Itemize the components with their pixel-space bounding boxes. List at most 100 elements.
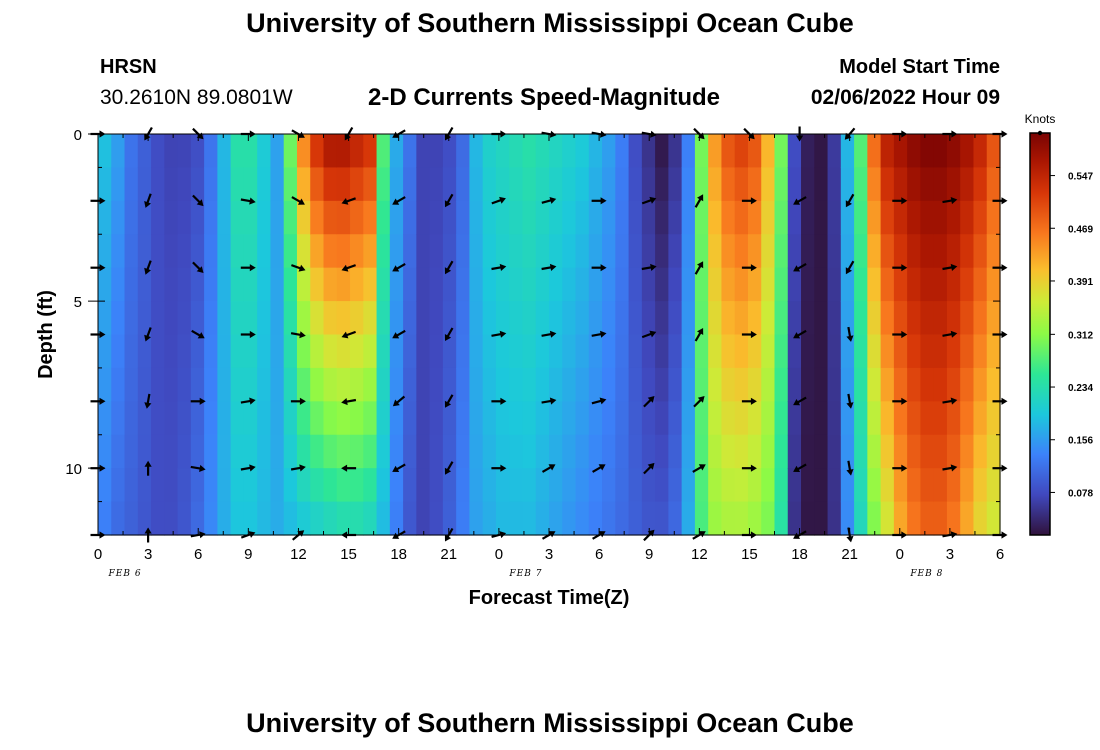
heatmap-cell (694, 134, 709, 169)
current-arrow (444, 461, 454, 475)
heatmap-cell (124, 234, 139, 269)
heatmap-cell (535, 301, 550, 336)
heatmap-cell (694, 334, 709, 369)
current-arrow (392, 530, 406, 539)
heatmap-cell (734, 367, 749, 402)
heatmap-cell (243, 234, 258, 269)
current-arrow (591, 397, 607, 405)
heatmap-cell (456, 167, 471, 202)
chart-subtitle: 2-D Currents Speed-Magnitude (368, 84, 721, 111)
heatmap-cell (350, 501, 364, 536)
heatmap-cell (734, 200, 749, 235)
x-tick-label: 9 (244, 546, 252, 563)
heatmap-cell (257, 501, 272, 536)
heatmap-cell (628, 267, 643, 302)
heatmap-cell (190, 468, 205, 503)
heatmap-cell (973, 367, 988, 402)
heatmap-cell (151, 367, 165, 402)
heatmap-cell (495, 501, 510, 536)
heatmap-cell (655, 334, 669, 369)
heatmap-cell (946, 367, 961, 402)
heatmap-cell (522, 234, 537, 269)
heatmap-cell (204, 267, 218, 302)
x-tick-label: 3 (144, 546, 152, 563)
heatmap-cell (164, 267, 179, 302)
current-arrow (692, 464, 706, 473)
heatmap-cell (204, 401, 218, 436)
current-arrow (444, 527, 454, 542)
heatmap-cell (204, 167, 218, 202)
date-label: FEB 8 (909, 569, 943, 579)
heatmap-cell (376, 434, 391, 469)
heatmap-cell (920, 367, 935, 402)
heatmap-cell (137, 367, 152, 402)
heatmap-cell (721, 434, 736, 469)
heatmap-cell (615, 167, 630, 202)
heatmap-cell (867, 267, 882, 302)
heatmap-cell (296, 401, 311, 436)
current-arrow (444, 260, 454, 275)
heatmap-cell (801, 167, 815, 202)
current-arrow (190, 397, 206, 405)
current-arrow (491, 263, 507, 271)
heatmap-cell (204, 334, 218, 369)
heatmap-cell (442, 434, 457, 469)
heatmap-cell (323, 401, 338, 436)
heatmap-cell (296, 234, 311, 269)
heatmap-cell (721, 367, 736, 402)
heatmap-cell (442, 167, 457, 202)
heatmap-cell (655, 200, 669, 235)
heatmap-cell (495, 200, 510, 235)
heatmap-cell (442, 200, 457, 235)
current-arrow (144, 327, 152, 342)
heatmap-cell (946, 301, 961, 336)
colorbar-tick-label: 0.156 (1068, 436, 1093, 447)
heatmap-cell (880, 367, 895, 402)
heatmap-cell (270, 401, 285, 436)
current-arrow (692, 531, 706, 540)
heatmap-cell (296, 267, 311, 302)
heatmap-cell (854, 334, 868, 369)
current-arrow (641, 196, 657, 205)
heatmap-cell (761, 200, 776, 235)
heatmap-cell (495, 367, 510, 402)
heatmap-cell (403, 134, 417, 169)
heatmap-cell (310, 200, 325, 235)
x-tick-label: 12 (691, 546, 708, 563)
heatmap-cell (310, 468, 325, 503)
heatmap-cell (509, 200, 524, 235)
heatmap-cell (549, 134, 563, 169)
heatmap-cell (495, 401, 510, 436)
heatmap-cell (562, 334, 577, 369)
heatmap-cell (867, 501, 882, 536)
heatmap-cell (98, 468, 112, 503)
heatmap-cell (588, 267, 603, 302)
colorbar-tick-label: 0.469 (1068, 224, 1093, 235)
colorbar-gradient (1029, 132, 1051, 536)
heatmap-cell (111, 501, 126, 536)
heatmap-cell (893, 401, 908, 436)
heatmap-cell (482, 234, 497, 269)
current-arrow (392, 196, 406, 205)
heatmap-cell (827, 134, 842, 169)
heatmap-cell (111, 334, 126, 369)
heatmap-cell (747, 501, 762, 536)
current-arrow (344, 126, 354, 141)
heatmap-cell (495, 134, 510, 169)
heatmap-cell (960, 501, 975, 536)
current-arrow (741, 464, 757, 472)
heatmap-cell (403, 200, 417, 235)
heatmap-cell (482, 401, 497, 436)
heatmap-cell (495, 267, 510, 302)
heatmap-cell (190, 501, 205, 536)
current-arrow (741, 197, 757, 205)
heatmap-cell (469, 200, 484, 235)
heatmap-cell (973, 401, 988, 436)
heatmap-cell (509, 234, 524, 269)
heatmap-cell (482, 200, 497, 235)
heatmap-cell (164, 367, 179, 402)
heatmap-cell (177, 401, 192, 436)
heatmap-cell (867, 301, 882, 336)
heatmap-cell (283, 334, 298, 369)
heatmap-cell (814, 234, 829, 269)
